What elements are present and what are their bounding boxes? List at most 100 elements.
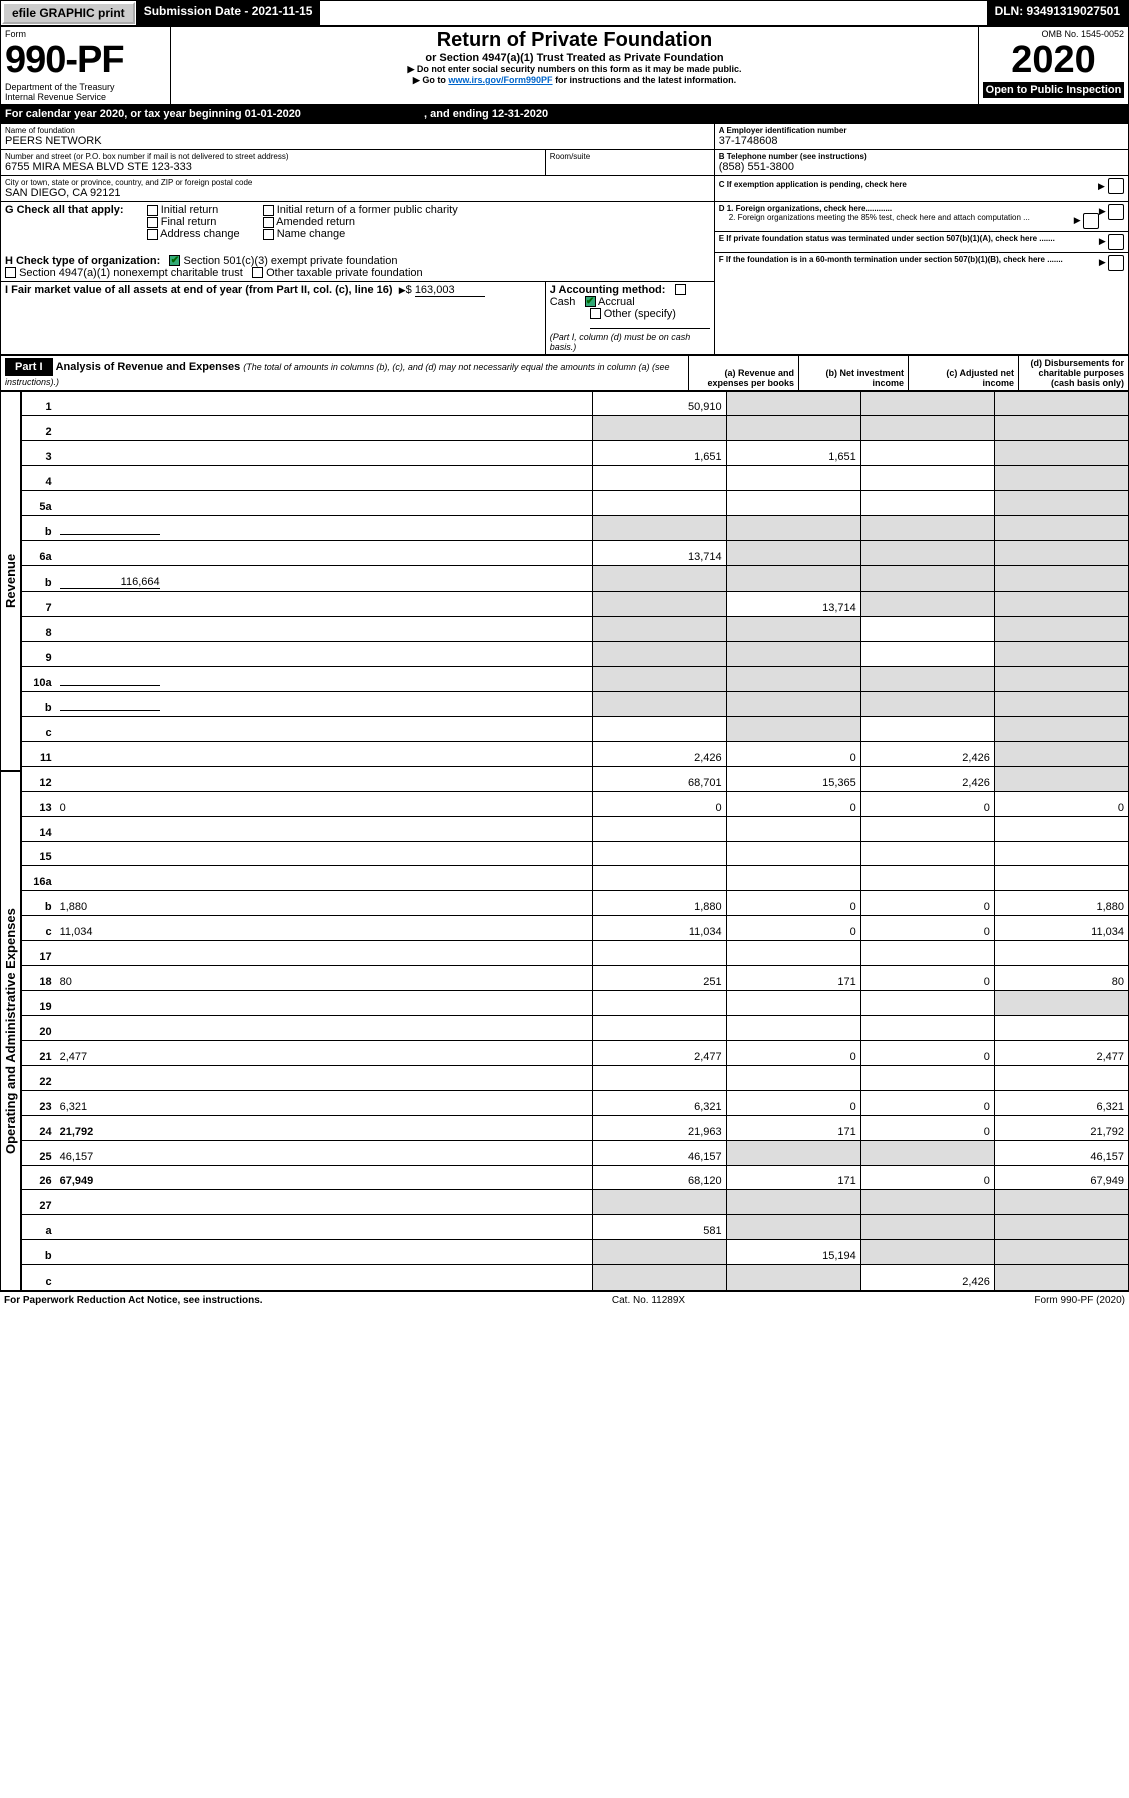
part1-header: Part I Analysis of Revenue and Expenses … [0,355,1129,391]
table-row: 2546,15746,15746,157 [22,1140,1129,1165]
entity-block: Name of foundation PEERS NETWORK A Emplo… [0,123,1129,355]
d2-checkbox[interactable] [1083,213,1099,229]
d1-checkbox[interactable] [1108,204,1124,220]
table-row: 16a [22,866,1129,891]
note-goto-post: for instructions and the latest informat… [553,75,737,85]
tax-year: 2020 [1011,39,1096,81]
h2-checkbox[interactable] [5,267,16,278]
table-row: c11,03411,0340011,034 [22,916,1129,941]
g-amended-checkbox[interactable] [263,217,274,228]
j-label: J Accounting method: [550,284,666,296]
open-public-label: Open to Public Inspection [983,82,1124,98]
table-row: b [22,692,1129,717]
d2-label: 2. Foreign organizations meeting the 85%… [729,213,1030,222]
j-note: (Part I, column (d) must be on cash basi… [550,332,710,352]
e-checkbox[interactable] [1108,234,1124,250]
form-ref: Form 990-PF (2020) [1034,1295,1125,1306]
cat-no: Cat. No. 11289X [612,1295,685,1306]
top-bar: efile GRAPHIC print Submission Date - 20… [0,0,1129,26]
col-b-header: (b) Net investment income [799,355,909,390]
table-row: 31,6511,651 [22,441,1129,466]
g-address-checkbox[interactable] [147,229,158,240]
e-label: E If private foundation status was termi… [719,234,1055,243]
city-label: City or town, state or province, country… [5,178,710,187]
calendar-year-bar: For calendar year 2020, or tax year begi… [1,106,1129,123]
ein-label: A Employer identification number [719,126,1124,135]
table-row: a581 [22,1215,1129,1240]
h-label: H Check type of organization: [5,255,160,267]
efile-print-button[interactable]: efile GRAPHIC print [2,2,135,24]
expenses-sidebar: Operating and Administrative Expenses [0,771,21,1291]
table-row: b 116,664 [22,565,1129,591]
col-c-header: (c) Adjusted net income [909,355,1019,390]
col-a-header: (a) Revenue and expenses per books [689,355,799,390]
phone-value: (858) 551-3800 [719,161,1124,173]
table-row: 150,910 [22,391,1129,416]
table-row: 8 [22,617,1129,642]
part1-table: 150,910231,6511,65145ab 6a13,714b 116,66… [21,391,1129,1291]
h3-checkbox[interactable] [252,267,263,278]
f-label: F If the foundation is in a 60-month ter… [719,255,1063,264]
note-goto-pre: Go to [422,75,448,85]
c-checkbox[interactable] [1108,178,1124,194]
g-final-checkbox[interactable] [147,217,158,228]
g-initial-former-checkbox[interactable] [263,205,274,216]
table-row: c2,426 [22,1265,1129,1290]
g-name-change-checkbox[interactable] [263,229,274,240]
table-row: 236,3216,321006,321 [22,1090,1129,1115]
j-accrual-checkbox[interactable] [585,296,596,307]
table-row: b15,194 [22,1240,1129,1265]
irs-label: Internal Revenue Service [5,92,166,102]
addr-label: Number and street (or P.O. box number if… [5,152,541,161]
table-row: 10a [22,667,1129,692]
c-label: C If exemption application is pending, c… [719,180,907,189]
note-ssn: Do not enter social security numbers on … [417,64,742,74]
form-header: Form 990-PF Department of the Treasury I… [0,26,1129,105]
form-number: 990-PF [5,39,124,81]
form-title: Return of Private Foundation [175,29,974,52]
submission-date: Submission Date - 2021-11-15 [136,1,321,25]
city-value: SAN DIEGO, CA 92121 [5,187,710,199]
j-cash-checkbox[interactable] [675,284,686,295]
table-row: 212,4772,477002,477 [22,1040,1129,1065]
phone-label: B Telephone number (see instructions) [719,152,1124,161]
form-word: Form [5,29,166,39]
part1-title: Analysis of Revenue and Expenses [56,361,241,373]
table-row: 1268,70115,3652,426 [22,766,1129,791]
table-row: 14 [22,816,1129,841]
table-row: 1300000 [22,791,1129,816]
table-row: 17 [22,941,1129,966]
table-row: 112,42602,426 [22,741,1129,766]
table-row: 1880251171080 [22,966,1129,991]
form990pf-link[interactable]: www.irs.gov/Form990PF [448,75,552,85]
h1-checkbox[interactable] [169,255,180,266]
ein-value: 37-1748608 [719,135,1124,147]
table-row: 6a13,714 [22,541,1129,566]
table-row: 22 [22,1065,1129,1090]
f-checkbox[interactable] [1108,255,1124,271]
table-row: b1,8801,880001,880 [22,891,1129,916]
dln-label: DLN: 93491319027501 [987,1,1128,25]
table-row: 713,714 [22,592,1129,617]
paperwork-notice: For Paperwork Reduction Act Notice, see … [4,1295,263,1306]
table-row: c [22,716,1129,741]
table-row: 2421,79221,963171021,792 [22,1115,1129,1140]
j-other-checkbox[interactable] [590,308,601,319]
page-footer: For Paperwork Reduction Act Notice, see … [0,1291,1129,1309]
addr-value: 6755 MIRA MESA BLVD STE 123-333 [5,161,541,173]
i-value: 163,003 [415,284,485,297]
table-row: 27 [22,1190,1129,1215]
table-row: 5a [22,491,1129,516]
table-row: 9 [22,642,1129,667]
table-row: 4 [22,466,1129,491]
omb-label: OMB No. 1545-0052 [983,29,1124,39]
col-d-header: (d) Disbursements for charitable purpose… [1019,355,1129,390]
g-initial-checkbox[interactable] [147,205,158,216]
i-label: I Fair market value of all assets at end… [5,284,393,296]
revenue-sidebar: Revenue [0,391,21,771]
table-row: b [22,516,1129,541]
foundation-name: PEERS NETWORK [5,135,710,147]
table-row: 2 [22,416,1129,441]
table-row: 20 [22,1016,1129,1041]
g-label: G Check all that apply: [5,204,124,216]
